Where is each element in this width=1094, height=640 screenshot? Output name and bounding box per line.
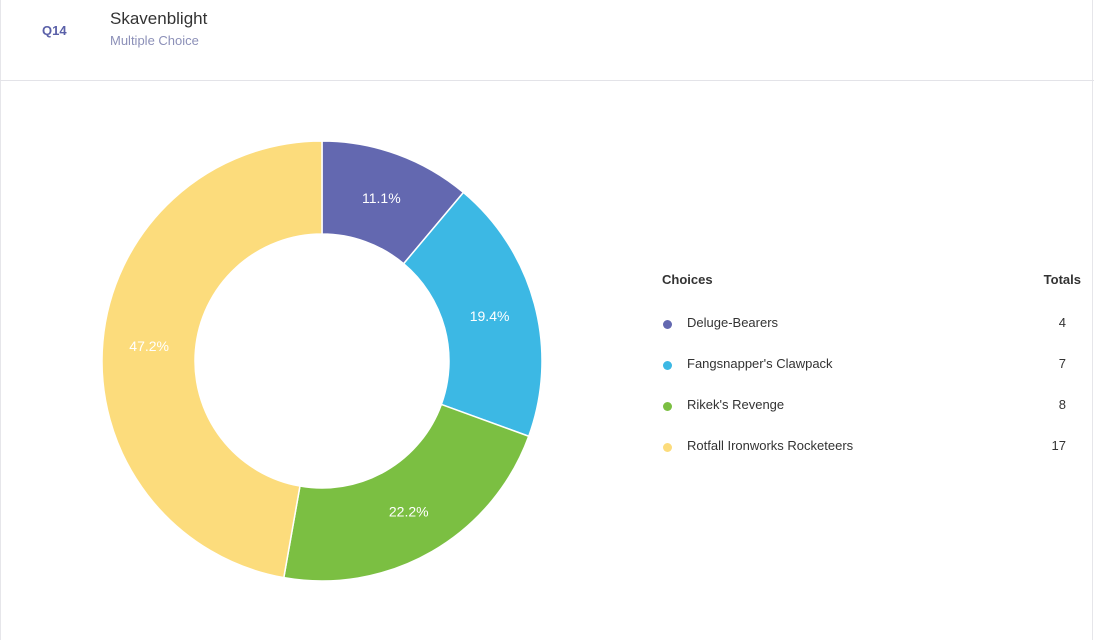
- legend-choice-label: Fangsnapper's Clawpack: [687, 356, 833, 371]
- legend-choice-label: Deluge-Bearers: [687, 315, 779, 330]
- legend-choice-total: 8: [1058, 397, 1066, 412]
- legend-rows: Deluge-Bearers 4 Fangsnapper's Clawpack 7 Ri…: [662, 311, 1082, 475]
- slice-percent-label: 22.2%: [389, 503, 429, 519]
- question-type: Multiple Choice: [110, 33, 199, 48]
- legend-row: Rotfall Ironworks Rocketeers 17: [662, 434, 1082, 475]
- legend-choice-total: 17: [1051, 438, 1066, 453]
- donut-slice[interactable]: [282, 403, 530, 582]
- legend-color-dot: [663, 320, 672, 329]
- legend-row: Deluge-Bearers 4: [662, 311, 1082, 352]
- legend-row: Rikek's Revenge 8: [662, 393, 1082, 434]
- legend-row: Fangsnapper's Clawpack 7: [662, 352, 1082, 393]
- legend-color-dot: [663, 361, 672, 370]
- legend-choice-label: Rotfall Ironworks Rocketeers: [687, 438, 854, 453]
- donut-slice[interactable]: [101, 140, 323, 579]
- question-number: Q14: [42, 23, 67, 38]
- legend-color-dot: [663, 402, 672, 411]
- slice-percent-label: 11.1%: [362, 190, 401, 206]
- donut-chart: 11.1% 19.4% 22.2% 47.2%: [101, 140, 543, 582]
- slice-percent-label: 47.2%: [129, 338, 169, 354]
- legend-header: Choices Totals: [662, 270, 1082, 294]
- legend-totals-header: Totals: [1043, 272, 1081, 287]
- legend-choice-total: 7: [1058, 356, 1066, 371]
- legend-choice-label: Rikek's Revenge: [687, 397, 785, 412]
- donut-slice[interactable]: [402, 191, 543, 438]
- question-header: Q14 Skavenblight Multiple Choice: [0, 0, 1094, 81]
- slice-percent-label: 19.4%: [470, 308, 510, 324]
- question-title: Skavenblight: [110, 9, 208, 28]
- legend: Choices Totals Deluge-Bearers 4 Fangsnappe…: [662, 270, 1082, 475]
- legend-color-dot: [663, 443, 672, 452]
- legend-choices-header: Choices: [662, 272, 713, 287]
- legend-choice-total: 4: [1058, 315, 1066, 330]
